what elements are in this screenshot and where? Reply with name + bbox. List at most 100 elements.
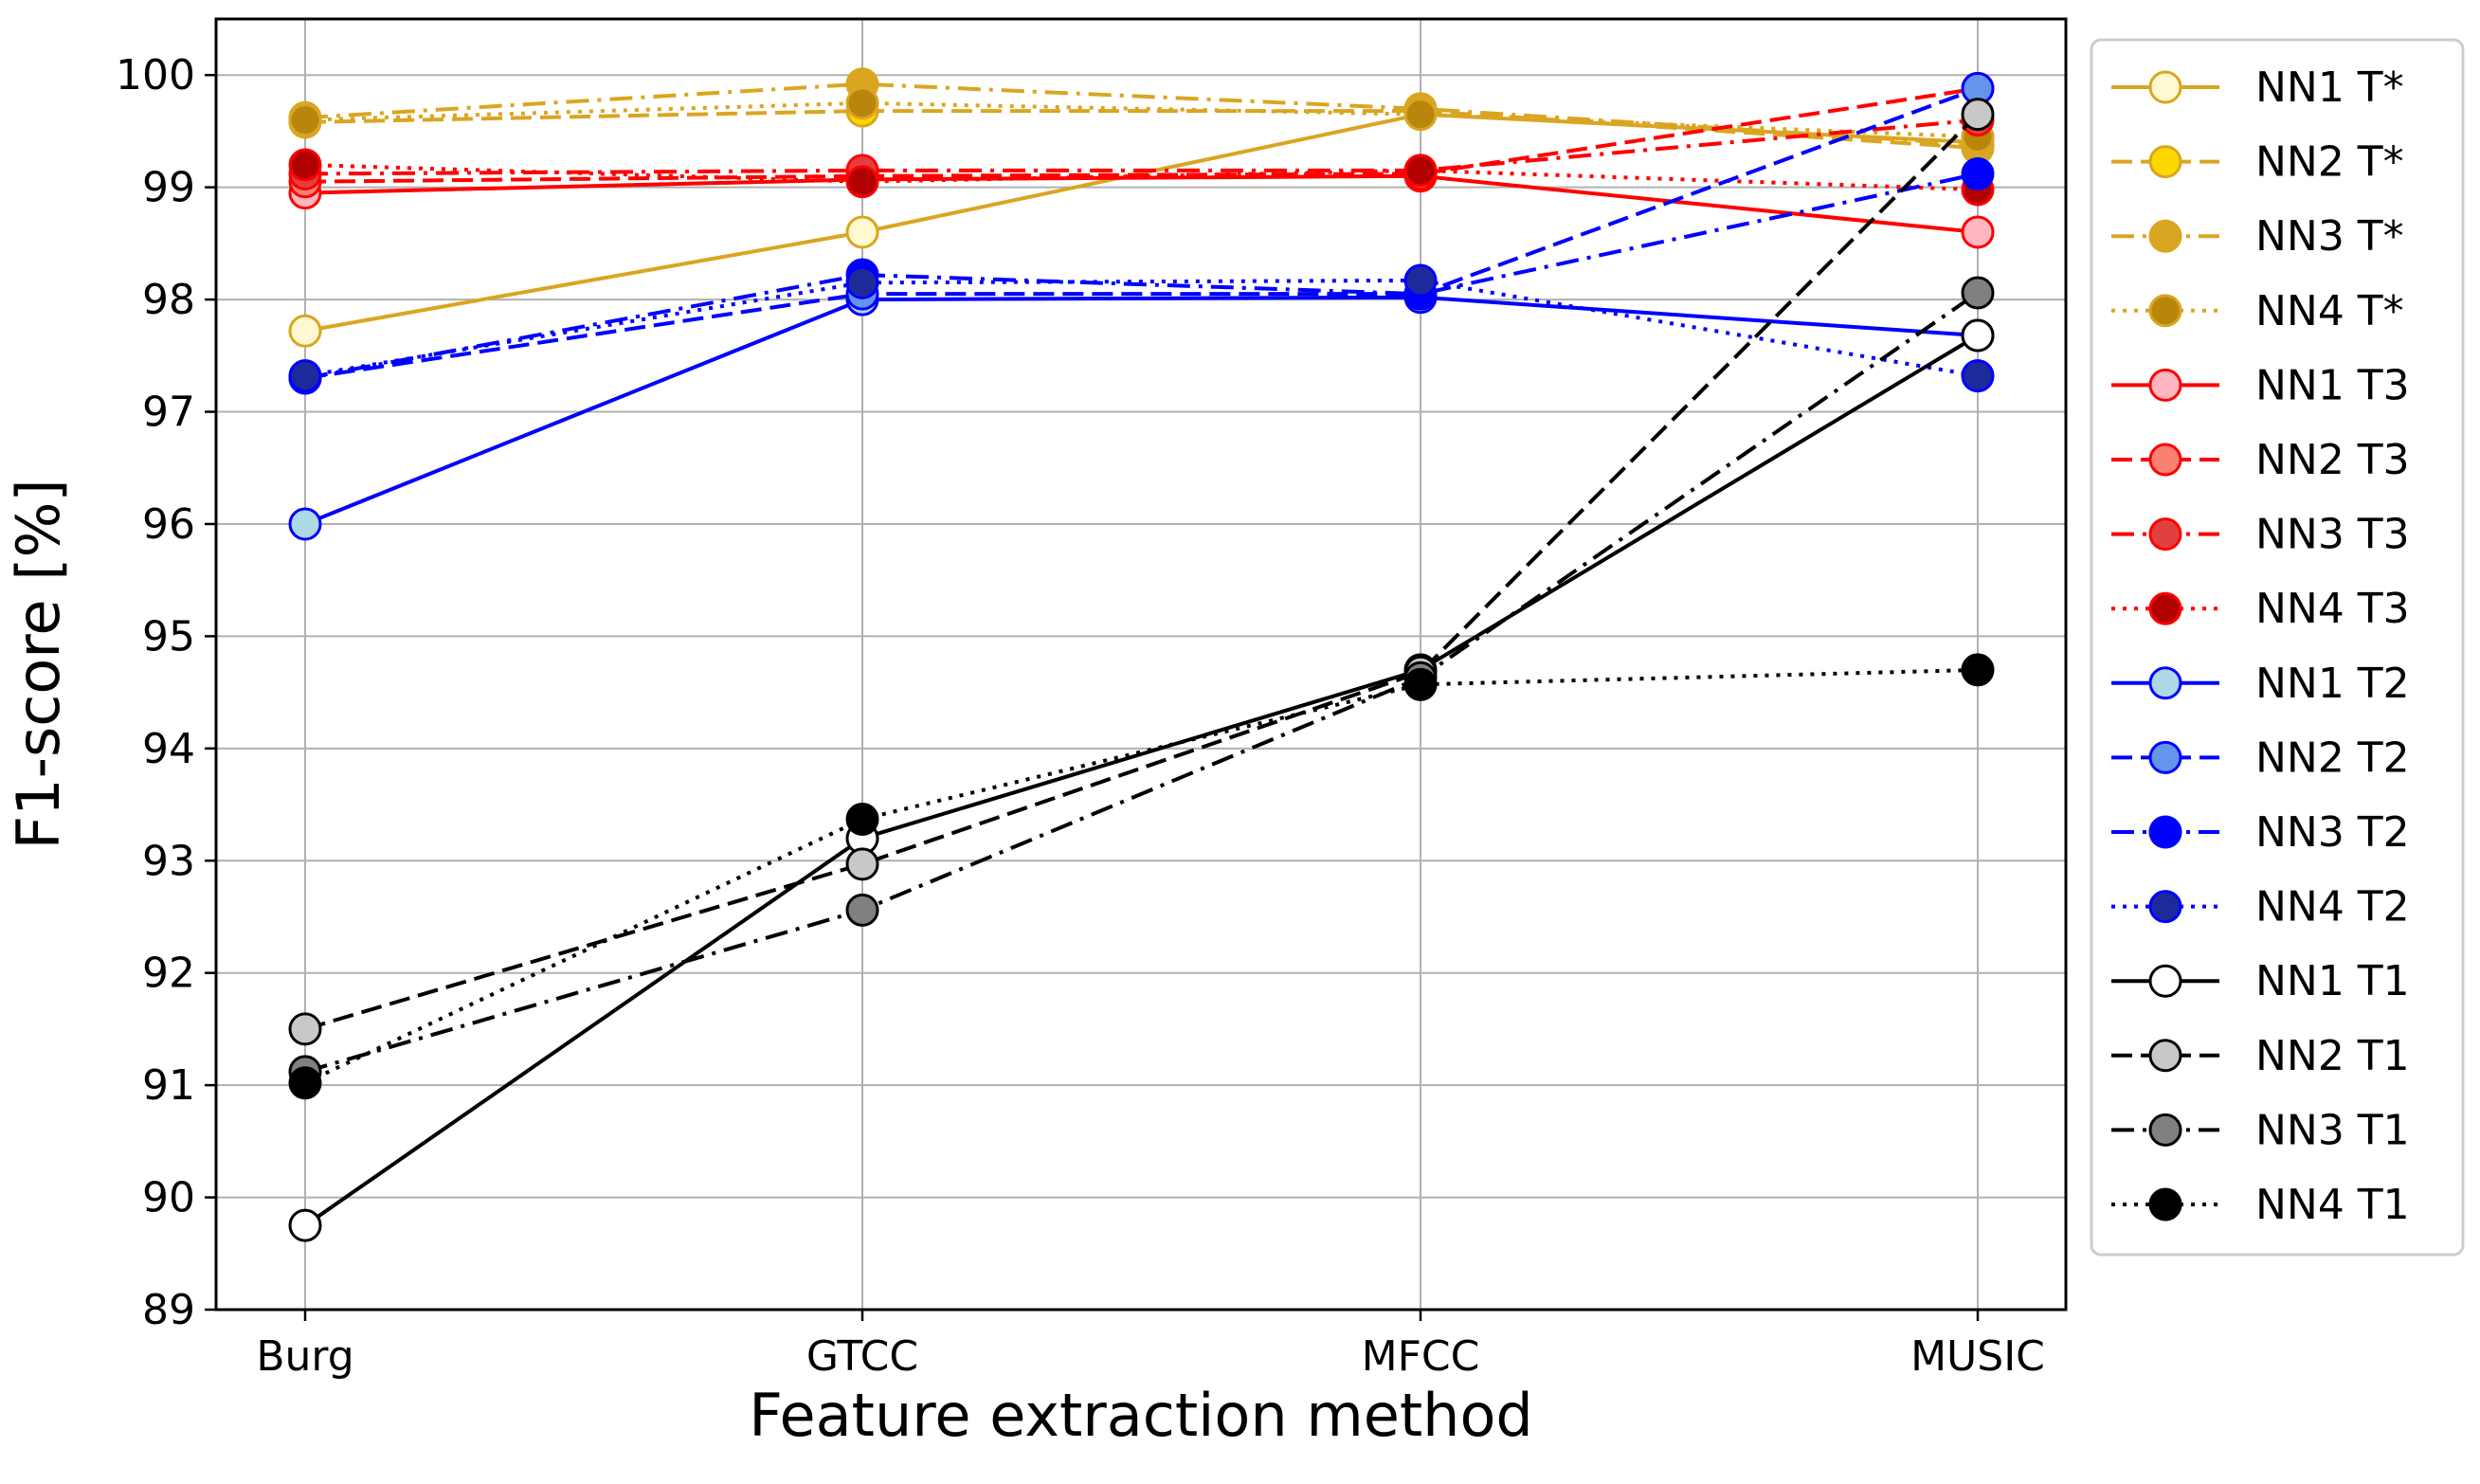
data-point-nn4-t1-mfcc: [1403, 667, 1438, 701]
data-point-nn3-t1-gtcc: [845, 893, 879, 927]
legend-entry-nn4-t1: NN4 T1: [2111, 1181, 2410, 1229]
data-point-nn4-t3-mfcc: [1403, 154, 1438, 188]
legend-label: NN3 T*: [2255, 212, 2404, 261]
series-line-nn4-t2: [304, 278, 1979, 378]
data-point-nn4-t2-burg: [288, 359, 322, 393]
legend-marker-swatch: [2148, 294, 2182, 328]
series-line-nn1-t2: [304, 295, 1979, 526]
series-line-nn3-t2: [304, 172, 1979, 380]
data-point-nn4-t1-music: [1961, 653, 1995, 687]
legend-entry-nn2-t2: NN2 T2: [2111, 733, 2410, 782]
legend-label: NN3 T1: [2255, 1106, 2410, 1154]
data-point-nn1-tstar-burg: [288, 314, 322, 348]
series-nn4-t2: [288, 263, 1995, 393]
legend-marker-swatch: [2148, 1039, 2182, 1073]
x-tick-label-burg: Burg: [256, 1332, 353, 1381]
y-tick-label: 94: [142, 725, 195, 773]
data-point-nn4-t2-music: [1961, 359, 1995, 393]
legend-entry-nn3-t1: NN3 T1: [2111, 1106, 2410, 1154]
data-point-nn2-t1-gtcc: [845, 847, 879, 881]
data-point-nn4-tstar-burg: [288, 103, 322, 137]
legend-marker-swatch: [2148, 666, 2182, 700]
y-tick-label: 89: [142, 1286, 195, 1334]
legend-marker-swatch: [2148, 70, 2182, 104]
legend-marker-swatch: [2148, 443, 2182, 477]
data-point-nn4-t2-mfcc: [1403, 263, 1438, 298]
legend-marker-swatch: [2148, 740, 2182, 774]
data-point-nn4-t3-burg: [288, 148, 322, 182]
data-point-nn2-t1-burg: [288, 1012, 322, 1046]
legend-label: NN1 T1: [2255, 957, 2410, 1005]
legend-entry-nn4-tstar: NN4 T*: [2111, 287, 2404, 335]
series-line-nn1-t3: [304, 173, 1979, 235]
legend-frame: [2090, 38, 2465, 1257]
legend-marker-swatch: [2148, 815, 2182, 849]
legend-label: NN2 T*: [2255, 138, 2404, 187]
legend-marker-swatch: [2148, 517, 2182, 552]
y-tick-label: 92: [142, 950, 195, 998]
data-series: [288, 67, 1995, 1242]
legend-label: NN2 T2: [2255, 733, 2410, 782]
x-tick-label-mfcc: MFCC: [1362, 1332, 1480, 1381]
series-line-nn1-t1: [303, 334, 1980, 1227]
series-nn4-t1: [288, 653, 1995, 1100]
y-tick-label: 95: [142, 612, 195, 661]
data-point-nn1-t3-music: [1961, 215, 1995, 249]
legend-label: NN4 T3: [2255, 585, 2410, 633]
legend-entry-nn2-t1: NN2 T1: [2111, 1032, 2410, 1080]
y-axis-label: F1-score [%]: [4, 479, 73, 849]
legend-label: NN1 T2: [2255, 660, 2410, 708]
legend-entry-nn2-tstar: NN2 T*: [2111, 138, 2404, 187]
data-point-nn4-tstar-gtcc: [845, 86, 879, 120]
legend-marker-swatch: [2148, 219, 2182, 253]
series-line-nn3-tstar: [304, 81, 1979, 147]
y-tick-label: 98: [142, 276, 195, 324]
series-line-nn2-t1: [304, 113, 1980, 1031]
legend: NN1 T* NN2 T* NN3 T* NN4 T* NN1 T3 NN2 T3 NN3 …: [2090, 38, 2465, 1257]
series-line-nn2-t3: [304, 86, 1979, 184]
legend-entry-nn3-t2: NN3 T2: [2111, 808, 2410, 857]
legend-marker-swatch: [2148, 591, 2182, 625]
data-point-nn1-t1-burg: [288, 1208, 322, 1242]
data-point-nn4-t2-gtcc: [845, 265, 879, 299]
legend-marker-swatch: [2148, 1113, 2182, 1147]
data-point-nn1-t1-music: [1961, 318, 1995, 353]
y-tick-label: 99: [142, 164, 195, 212]
y-tick-label: 90: [142, 1174, 195, 1222]
legend-entry-nn3-t3: NN3 T3: [2111, 511, 2410, 559]
legend-label: NN4 T*: [2255, 287, 2404, 335]
x-tick-label-gtcc: GTCC: [806, 1332, 918, 1381]
y-tick-label: 91: [142, 1061, 195, 1110]
y-tick-label: 93: [142, 837, 195, 885]
legend-entry-nn2-t3: NN2 T3: [2111, 436, 2410, 484]
data-point-nn4-t3-gtcc: [845, 165, 879, 199]
series-line-nn2-t2: [304, 86, 1979, 380]
legend-entry-nn1-tstar: NN1 T*: [2111, 63, 2404, 112]
data-point-nn1-t2-burg: [288, 507, 322, 541]
legend-marker-swatch: [2148, 890, 2182, 924]
y-tick-label: 100: [116, 51, 195, 100]
legend-entry-nn4-t3: NN4 T3: [2111, 585, 2410, 633]
data-point-nn3-t2-music: [1961, 156, 1995, 190]
series-line-nn3-t3: [304, 118, 1979, 176]
legend-label: NN3 T3: [2255, 511, 2410, 559]
series-line-nn3-t1: [304, 291, 1980, 1074]
legend-label: NN4 T2: [2255, 883, 2410, 932]
series-line-nn4-t1: [304, 667, 1979, 1085]
data-point-nn2-t1-music: [1961, 98, 1995, 132]
data-point-nn4-t1-gtcc: [845, 802, 879, 836]
legend-marker-swatch: [2148, 368, 2182, 402]
data-point-nn4-t1-burg: [288, 1066, 322, 1100]
legend-label: NN1 T3: [2255, 361, 2410, 409]
x-axis-label: Feature extraction method: [749, 1381, 1533, 1450]
legend-marker-swatch: [2148, 964, 2182, 998]
axes: 89 90 91 92 93 94 95 96 97 98 99 100 Burg GTCC MFCC MUS…: [116, 51, 2045, 1381]
x-tick-label-music: MUSIC: [1910, 1332, 2045, 1381]
data-point-nn4-tstar-mfcc: [1403, 98, 1438, 132]
legend-entry-nn1-t2: NN1 T2: [2111, 660, 2410, 708]
plot-area-frame: [214, 17, 2068, 1312]
legend-label: NN2 T1: [2255, 1032, 2410, 1080]
legend-label: NN3 T2: [2255, 808, 2410, 857]
data-point-nn3-t1-music: [1961, 276, 1995, 310]
